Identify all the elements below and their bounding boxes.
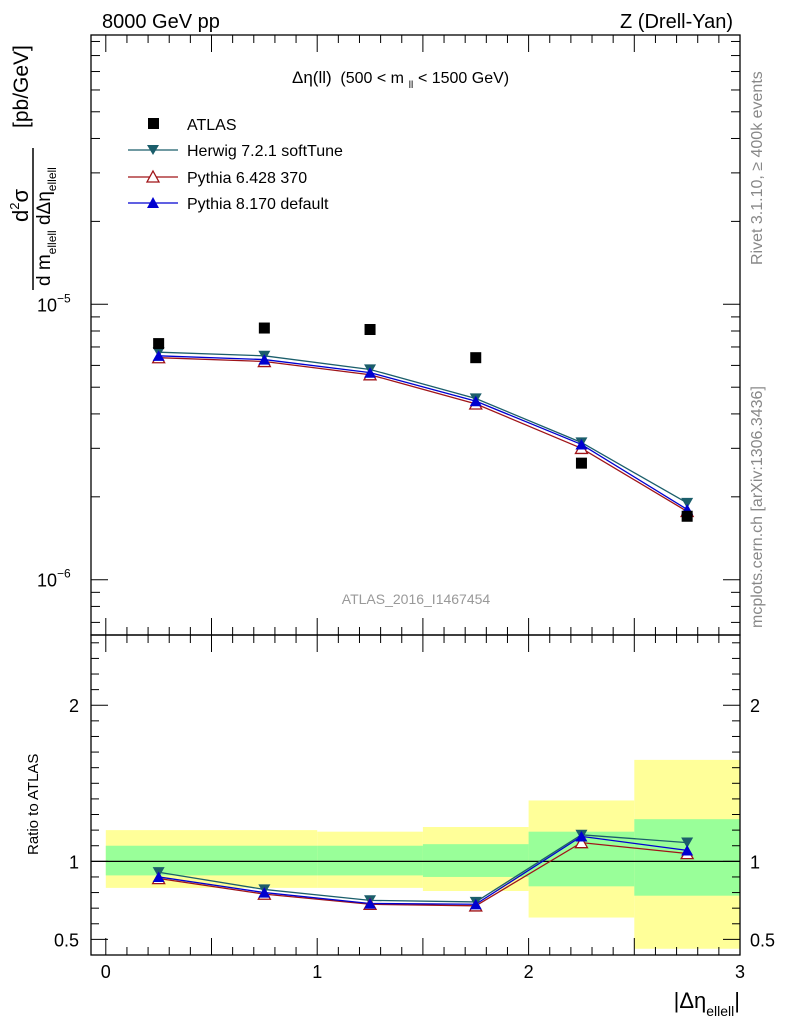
main-ylabel-units: [pb/GeV] [10, 45, 33, 128]
ratio-points [151, 829, 695, 912]
ratio-point-0 [681, 837, 694, 849]
main-y-tick-label: 10−6 [37, 567, 71, 591]
series-point-0 [681, 497, 694, 509]
x-tick-label: 2 [524, 962, 534, 982]
energy-label: 8000 GeV pp [102, 11, 220, 33]
plot-title: Δη(ll) (500 < m ll < 1500 GeV) [292, 68, 509, 92]
ratio-y-tick-label-left: 1 [69, 852, 79, 872]
ratio-band-green [317, 845, 423, 876]
ratio-y-tick-label-right: 2 [750, 696, 760, 716]
main-lines [158, 351, 688, 512]
main-ylabel-numerator: d2σ [7, 189, 33, 222]
x-axis-label: |Δηellell| [674, 988, 740, 1019]
ratio-point-2 [681, 845, 694, 856]
ratio-band-green [211, 845, 318, 876]
x-tick-label: 1 [312, 962, 322, 982]
series-point-2 [364, 367, 377, 378]
series-point-2 [469, 395, 482, 407]
ratio-line-2 [158, 835, 688, 905]
series-point-2 [258, 354, 271, 365]
legend-atlas-label: ATLAS [187, 117, 237, 134]
legend-pythia8-marker [147, 197, 159, 208]
series-point-2 [575, 438, 588, 450]
ratio-point-2 [364, 898, 377, 909]
series-line-0 [158, 351, 688, 504]
ratio-line-0 [158, 834, 688, 903]
main-ylabel: d2σ d mellell dΔηellell [pb/GeV] [7, 45, 59, 290]
atlas-data-point [258, 322, 270, 334]
main-ylabel-denominator: d mellell dΔηellell [34, 167, 59, 286]
rivet-version-label: Rivet 3.1.10, ≥ 400k events [749, 71, 766, 265]
ratio-ticks: 0.5 0.5 1 1 2 2 [54, 635, 775, 955]
legend-herwig-marker [147, 145, 159, 155]
legend-pythia6-label: Pythia 6.428 370 [187, 170, 307, 187]
ratio-bands [105, 759, 740, 949]
legend: ATLAS Herwig 7.2.1 softTune Pythia 6.428… [128, 117, 343, 213]
ratio-point-2 [258, 887, 271, 898]
ratio-point-1 [574, 835, 589, 849]
main-points [151, 322, 695, 522]
analysis-watermark: ATLAS_2016_I1467454 [342, 591, 491, 607]
atlas-data-point [575, 457, 587, 469]
ratio-y-tick-label-left: 2 [69, 696, 79, 716]
ratio-line-1 [158, 841, 688, 907]
process-label: Z (Drell-Yan) [620, 11, 733, 33]
ratio-band-green [422, 844, 529, 877]
legend-pythia8-label: Pythia 8.170 default [187, 196, 329, 213]
ratio-ylabel: Ratio to ATLAS [25, 754, 42, 855]
atlas-data-point [681, 510, 693, 522]
atlas-data-point [470, 352, 482, 364]
ratio-point-2 [575, 830, 588, 842]
mcplots-label: mcplots.cern.ch [arXiv:1306.3436] [749, 386, 766, 628]
ratio-y-tick-label-right: 0.5 [750, 930, 775, 950]
series-point-2 [152, 350, 165, 361]
main-panel: 10−5 10−6 [37, 34, 741, 636]
x-tick-label: 0 [101, 962, 111, 982]
ratio-lines [158, 834, 688, 907]
atlas-data-point [364, 324, 376, 336]
x-tick-labels: 0 1 2 3 [101, 962, 745, 982]
legend-pythia6-marker [145, 169, 161, 183]
ratio-frame [90, 634, 741, 956]
series-line-1 [158, 357, 688, 512]
ratio-y-tick-label-right: 1 [750, 852, 760, 872]
legend-herwig-label: Herwig 7.2.1 softTune [187, 143, 343, 160]
ratio-panel: 0.5 0.5 1 1 2 2 [54, 634, 775, 956]
ratio-point-2 [152, 871, 165, 883]
x-tick-label: 3 [735, 962, 745, 982]
atlas-data-point [153, 338, 165, 350]
main-y-tick-label: 10−5 [37, 291, 71, 315]
series-line-2 [158, 355, 688, 510]
legend-atlas-marker [148, 118, 159, 129]
main-ticks: 10−5 10−6 [37, 35, 741, 635]
ratio-point-2 [469, 898, 482, 910]
ratio-y-tick-label-left: 0.5 [54, 930, 79, 950]
